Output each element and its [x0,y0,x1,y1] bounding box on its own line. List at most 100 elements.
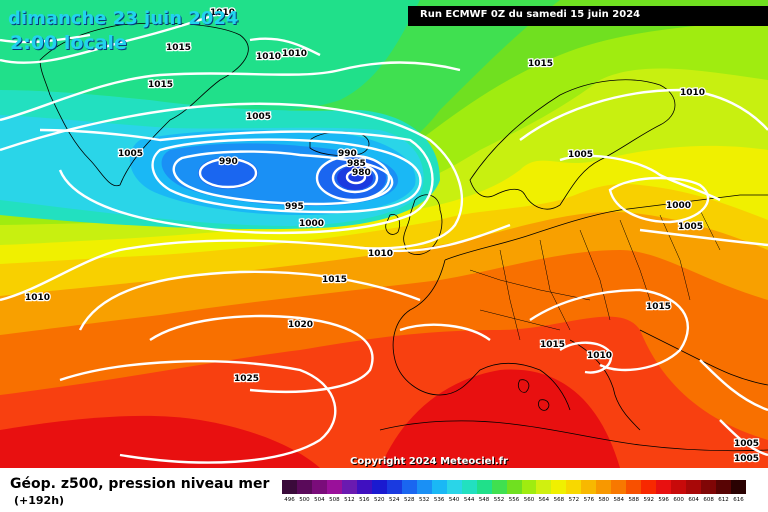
geopotential-fill-bands [0,0,768,468]
color-scale-label: 540 [448,497,460,503]
color-scale-swatch [431,480,447,494]
color-scale-swatch [311,480,327,494]
isobar-label: 1000 [666,201,691,211]
color-scale-swatch [656,480,672,494]
color-scale-label: 612 [718,497,729,503]
color-scale-swatch [581,480,597,494]
color-scale-label: 504 [314,497,325,503]
color-scale-label: 592 [643,497,654,503]
copyright-notice: Copyright 2024 Meteociel.fr [350,456,508,467]
isobar-label: 995 [285,202,304,212]
color-scale-swatch [416,480,432,494]
isobar-label: 1005 [678,222,703,232]
isobar-label: 990 [219,157,238,167]
isobar-label: 1010 [680,88,705,98]
color-scale-label: 520 [374,497,385,503]
color-scale-label: 496 [284,497,295,503]
color-scale-label: 516 [359,497,370,503]
forecast-date: dimanche 23 juin 2024 [8,8,239,29]
color-scale-label: 588 [628,497,639,503]
isobar-label: 985 [347,159,366,169]
british-isles-coast [385,194,443,255]
color-scale-label: 512 [344,497,355,503]
color-scale-swatch [401,480,417,494]
color-scale-swatch [506,480,522,494]
geopotential-map: 1010 1015 1010 1010 1015 1005 1005 990 9… [0,0,768,468]
color-scale-label: 536 [433,497,445,503]
color-scale-label: 584 [613,497,625,503]
color-scale-swatch [386,480,402,494]
isobar-label: 1015 [166,43,191,53]
color-scale-label: 576 [583,497,595,503]
isobar-label: 1005 [734,454,759,464]
color-scale-label: 604 [688,497,699,503]
isobar-label: 1010 [587,351,612,361]
color-scale-swatch [671,480,687,494]
color-scale-swatch [641,480,657,494]
color-scale-swatch [326,480,342,494]
isobar-label: 1010 [282,49,307,59]
isobar-label: 1010 [256,52,281,62]
legend-footer: Géop. z500, pression niveau mer (+192h) … [0,468,768,512]
run-label: Run ECMWF 0Z du samedi 15 juin 2024 [420,9,641,20]
color-scale-label: 528 [403,497,415,503]
color-scale [282,480,747,494]
isobar-label: 1020 [288,320,313,330]
isobar-label: 1025 [234,374,259,384]
isobar-label: 1015 [540,340,565,350]
field-title: Géop. z500, pression niveau mer [10,476,270,492]
color-scale-label: 568 [553,497,565,503]
color-scale-swatch [716,480,732,494]
color-scale-label: 596 [658,497,669,503]
isobars [0,8,768,464]
isobar-label: 1005 [118,149,143,159]
color-scale-swatch [596,480,612,494]
color-scale-swatch [446,480,462,494]
color-scale-swatch [461,480,477,494]
color-scale-swatch [551,480,567,494]
color-scale-swatch [731,480,747,494]
color-scale-label: 524 [389,497,400,503]
isobar-label: 1015 [148,80,173,90]
color-scale-swatch [686,480,702,494]
color-scale-swatch [701,480,717,494]
color-scale-label: 572 [568,497,580,503]
color-scale-swatch [521,480,537,494]
isobar-label: 980 [352,168,371,178]
color-scale-label: 560 [523,497,535,503]
color-scale-label: 556 [508,497,520,503]
scandinavia-coast [469,79,676,210]
color-scale-label: 600 [673,497,684,503]
isobar-label: 1015 [646,302,671,312]
isobar-labels: 1010 1015 1010 1010 1015 1005 1005 990 9… [24,7,761,466]
isobar-label: 1005 [734,439,759,449]
continental-europe-coast [392,194,768,431]
run-banner [408,6,768,26]
color-scale-label: 532 [418,497,430,503]
color-scale-label: 564 [538,497,550,503]
isobar-label: 1005 [568,150,593,160]
color-scale-swatch [536,480,552,494]
color-scale-label: 580 [598,497,610,503]
isobar-label: 990 [338,149,357,159]
color-scale-swatch [371,480,387,494]
isobar-label: 1015 [528,59,553,69]
north-africa-coast [379,420,768,452]
isobar-label: 1010 [368,249,393,259]
coastlines [39,22,768,452]
greenland-coast [39,22,249,187]
color-scale-swatch [566,480,582,494]
isobar-label: 1010 [25,293,50,303]
color-scale-swatch [611,480,627,494]
color-scale-label: 508 [329,497,340,503]
isobar-label: 1005 [246,112,271,122]
isobar-label: 1015 [322,275,347,285]
color-scale-label: 544 [463,497,475,503]
mediterranean-islands [518,379,550,411]
color-scale-label: 500 [299,497,310,503]
color-scale-label: 616 [733,497,744,503]
color-scale-swatch [282,480,297,494]
color-scale-swatch [626,480,642,494]
color-scale-swatch [296,480,312,494]
